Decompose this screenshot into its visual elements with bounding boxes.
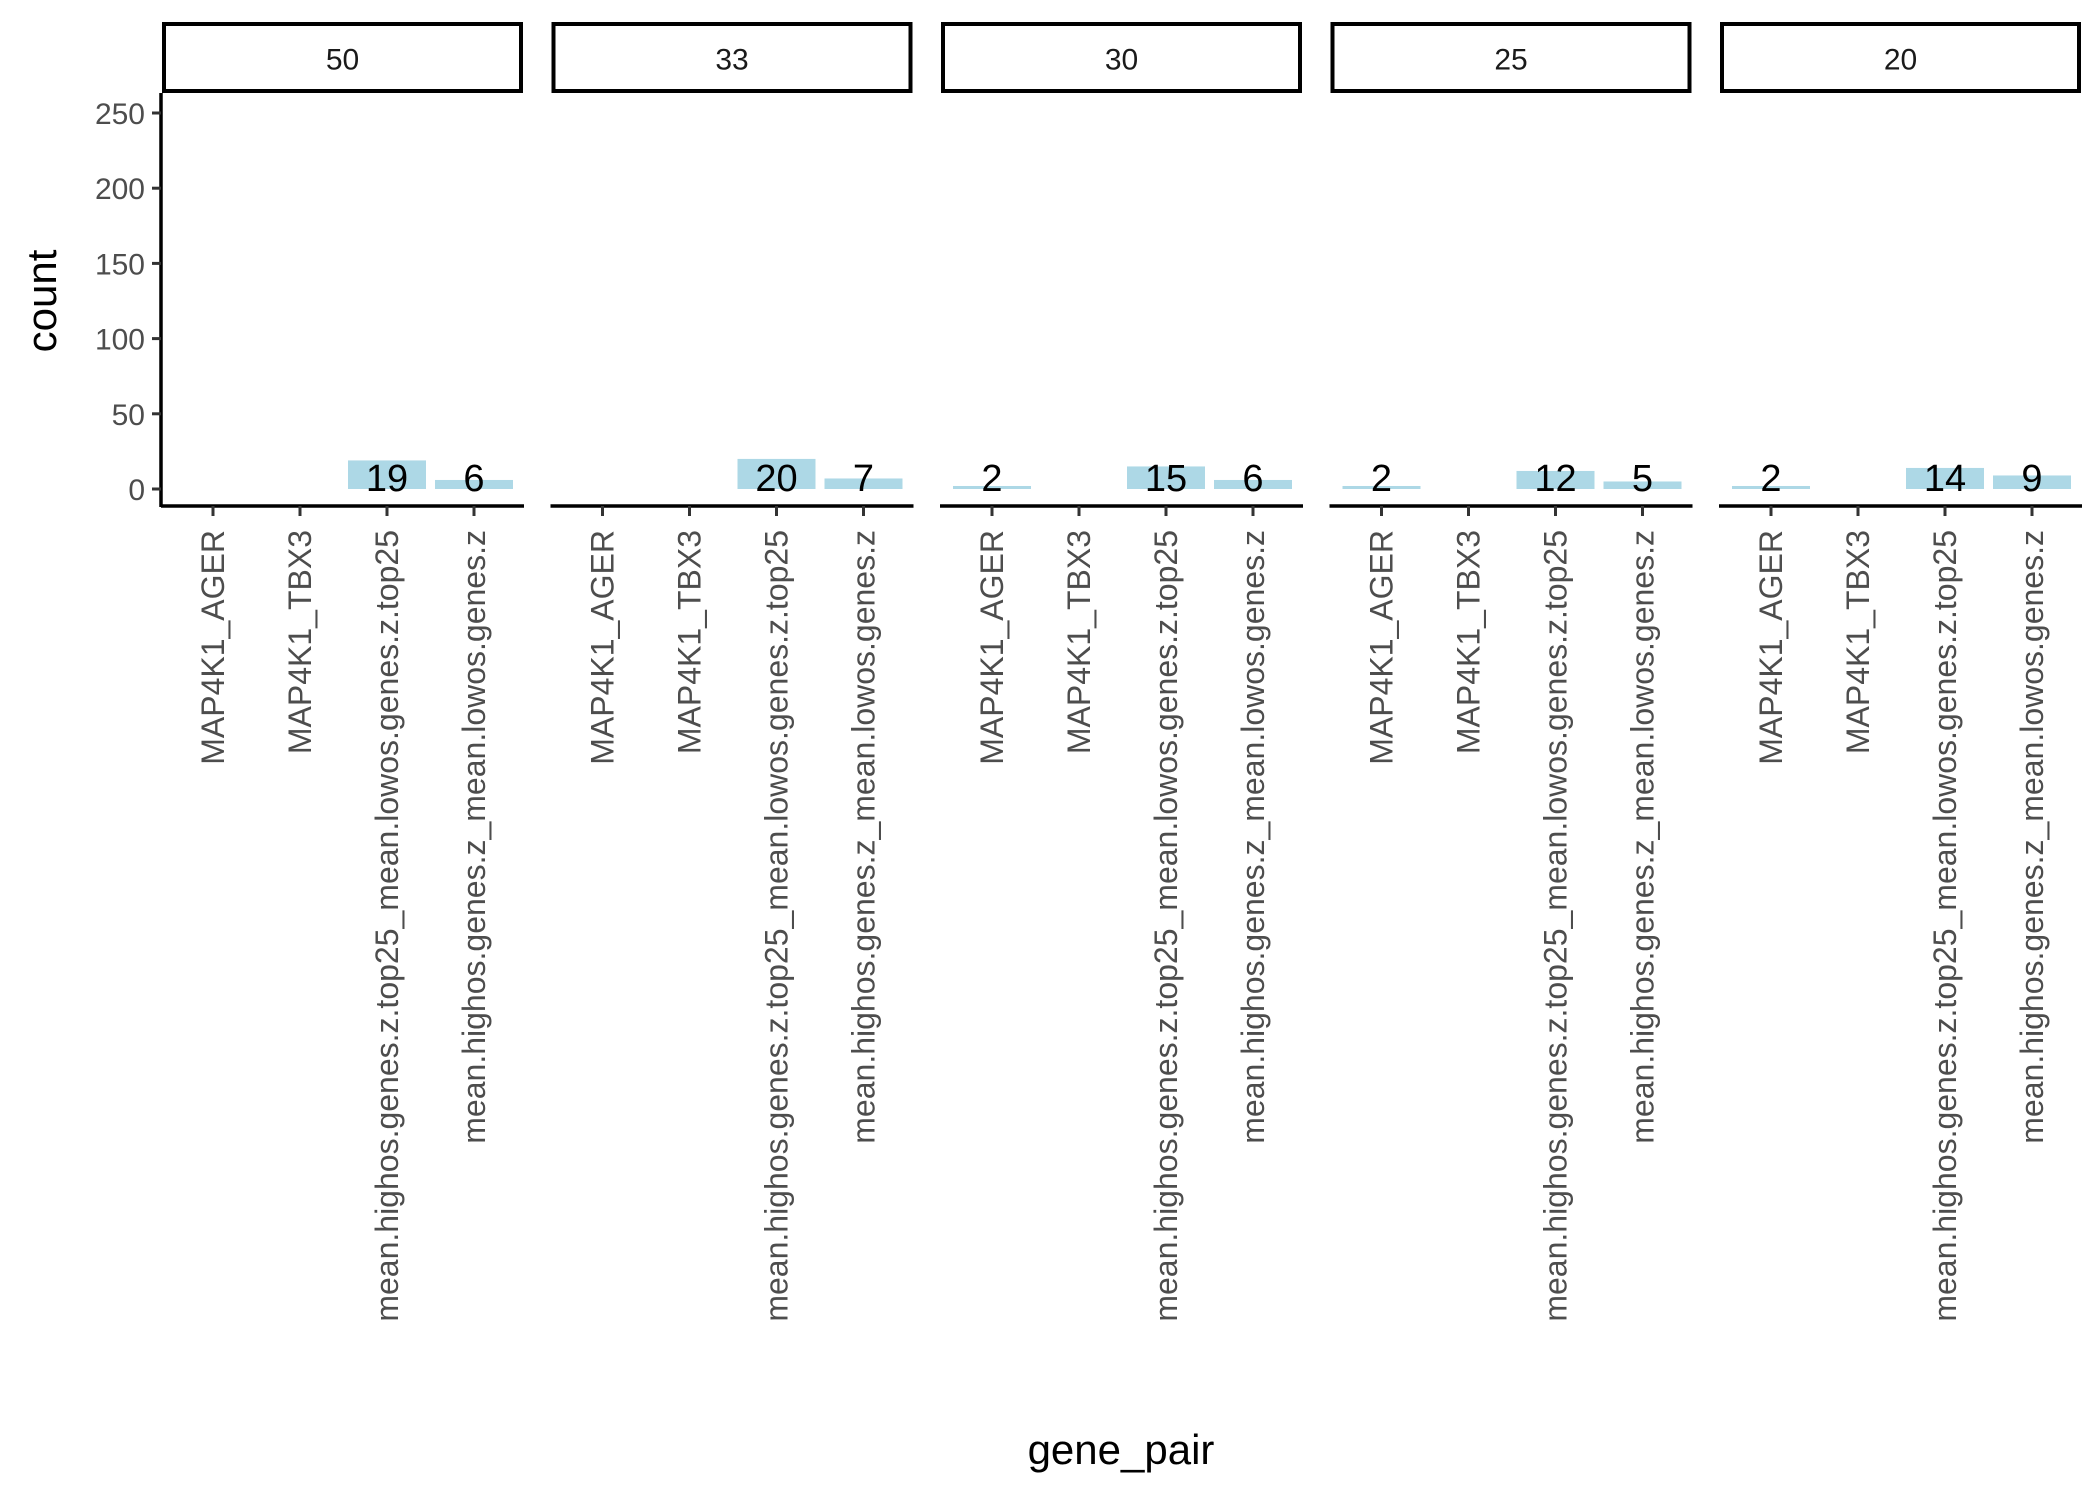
bar-value-label: 2: [1371, 458, 1392, 500]
x-tick-label: mean.highos.genes.z.top25_mean.lowos.gen…: [1538, 530, 1574, 1322]
facet-strip: [1330, 22, 1692, 93]
x-axis-title: gene_pair: [1028, 1426, 1215, 1473]
bar: [1516, 470, 1595, 489]
bar-value-label: 6: [1242, 458, 1263, 500]
bar-value-label: 2: [1760, 458, 1781, 500]
x-tick-label: MAP4K1_AGER: [1364, 530, 1400, 765]
bar-value-label: 2: [981, 458, 1002, 500]
y-axis-title: count: [18, 249, 65, 352]
y-tick-label: 100: [95, 324, 145, 357]
facet-strip-label: 25: [1494, 44, 1527, 77]
facet-panel: 20 MAP4K1_AGER 2 MAP4K1_TBX3 mean.highos.gen…: [1719, 22, 2082, 1322]
x-tick-label: mean.highos.genes.z_mean.lowos.genes.z: [2014, 530, 2050, 1144]
x-tick-label: MAP4K1_TBX3: [672, 530, 708, 754]
y-tick-label: 250: [95, 98, 145, 131]
facet-panel: 30 MAP4K1_AGER 2 MAP4K1_TBX3 mean.highos.gen…: [940, 22, 1303, 1322]
bar-value-label: 20: [755, 458, 797, 500]
bar: [824, 478, 903, 489]
x-tick-label: mean.highos.genes.z.top25_mean.lowos.gen…: [1148, 530, 1184, 1322]
bar: [737, 458, 816, 489]
bar: [1342, 485, 1421, 489]
x-tick-label: mean.highos.genes.z.top25_mean.lowos.gen…: [759, 530, 795, 1322]
facet-strip-label: 30: [1105, 44, 1138, 77]
y-tick-label: 0: [128, 474, 145, 507]
bar-value-label: 14: [1924, 458, 1966, 500]
x-tick-label: mean.highos.genes.z.top25_mean.lowos.gen…: [1927, 530, 1963, 1322]
facet-strip: [162, 22, 523, 93]
x-tick-label: mean.highos.genes.z_mean.lowos.genes.z: [1235, 530, 1271, 1144]
x-tick-label: MAP4K1_TBX3: [1061, 530, 1097, 754]
facet-strip-label: 33: [715, 44, 748, 77]
bar-value-label: 6: [463, 458, 484, 500]
y-tick-label: 150: [95, 248, 145, 281]
x-tick-label: MAP4K1_AGER: [974, 530, 1010, 765]
bar: [1127, 466, 1205, 489]
bar: [348, 460, 426, 489]
x-tick-label: MAP4K1_TBX3: [1840, 530, 1876, 754]
facet-panel: 50 MAP4K1_AGER MAP4K1_TBX3 mean.highos.gene…: [161, 22, 524, 1322]
bar: [1214, 479, 1292, 489]
x-tick-label: mean.highos.genes.z_mean.lowos.genes.z: [456, 530, 492, 1144]
bar-value-label: 19: [366, 458, 408, 500]
bar-value-label: 9: [2021, 458, 2042, 500]
bar: [953, 485, 1031, 489]
facet-strip-label: 50: [326, 44, 359, 77]
bar: [1603, 481, 1682, 489]
bar-value-label: 5: [1632, 458, 1653, 500]
facet-strip: [1720, 22, 2081, 93]
facet-strip: [551, 22, 913, 93]
bar: [1906, 467, 1984, 489]
x-tick-label: MAP4K1_TBX3: [1451, 530, 1487, 754]
x-tick-label: MAP4K1_AGER: [585, 530, 621, 765]
y-tick-label: 200: [95, 173, 145, 206]
x-tick-label: mean.highos.genes.z.top25_mean.lowos.gen…: [369, 530, 405, 1322]
x-tick-label: mean.highos.genes.z_mean.lowos.genes.z: [1625, 530, 1661, 1144]
bar: [435, 479, 513, 489]
bar-value-label: 7: [853, 458, 874, 500]
bar-value-label: 15: [1145, 458, 1187, 500]
bar-value-label: 12: [1534, 458, 1576, 500]
facet-panel: 25 MAP4K1_AGER 2 MAP4K1_TBX3 mean.highos.gen…: [1329, 22, 1693, 1322]
facet-strip-label: 20: [1884, 44, 1917, 77]
bar: [1732, 485, 1810, 489]
x-tick-label: MAP4K1_TBX3: [282, 530, 318, 754]
y-tick-label: 50: [112, 399, 145, 432]
facet-strip: [941, 22, 1302, 93]
facet-panels: 50 MAP4K1_AGER MAP4K1_TBX3 mean.highos.gene…: [161, 22, 2082, 1322]
x-tick-label: MAP4K1_AGER: [1753, 530, 1789, 765]
y-axis: 0 50 100 150 200 250: [95, 93, 163, 507]
bar: [1993, 475, 2071, 489]
facet-panel: 33 MAP4K1_AGER MAP4K1_TBX3 mean.highos.gene…: [550, 22, 914, 1322]
x-tick-label: MAP4K1_AGER: [195, 530, 231, 765]
x-tick-label: mean.highos.genes.z_mean.lowos.genes.z: [846, 530, 882, 1144]
